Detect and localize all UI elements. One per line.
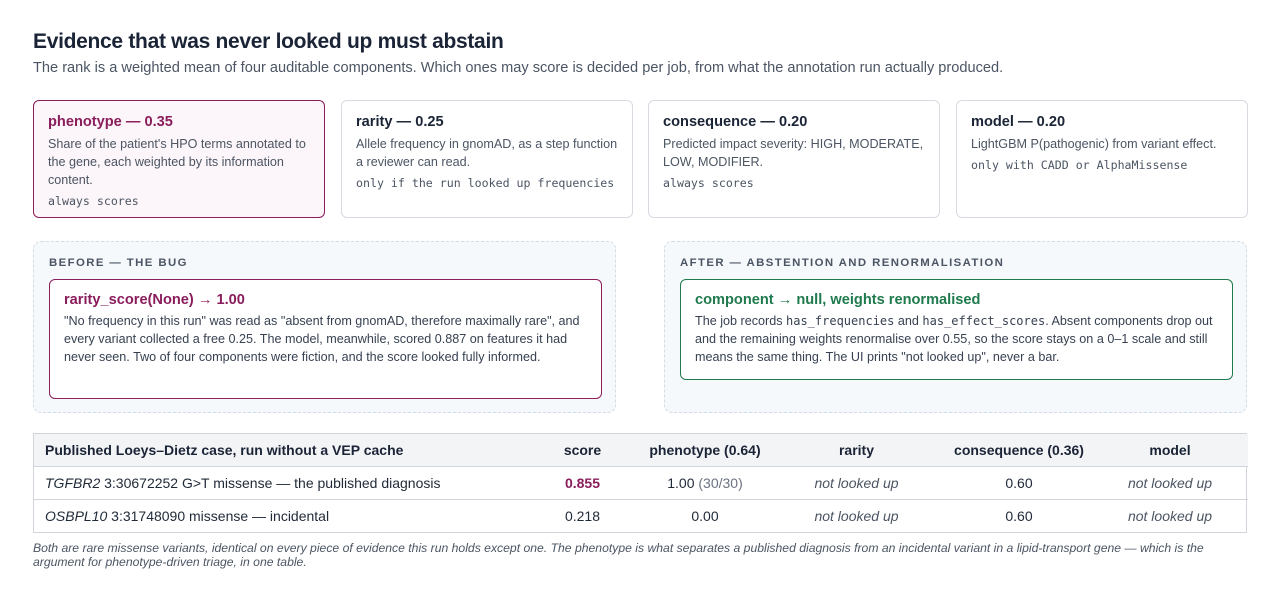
after-panel: AFTER — ABSTENTION AND RENORMALISATION c…: [664, 241, 1247, 413]
column-header-consequence: consequence (0.36): [954, 441, 1084, 458]
code-has-frequencies: has_frequencies: [786, 314, 895, 328]
after-text-part: . Absent components drop out and the rem…: [695, 314, 1213, 364]
consequence-cell: 0.60: [1005, 474, 1033, 491]
phenotype-detail: (30/30): [694, 474, 743, 491]
variant-cell: OSBPL10 3:31748090 missense — incidental: [34, 499, 522, 532]
code-has-effect-scores: has_effect_scores: [922, 314, 1046, 328]
component-title: model — 0.20: [971, 114, 1066, 130]
component-scoring-rule: only with CADD or AlphaMissense: [971, 158, 1188, 172]
after-text-part: The job records: [695, 314, 786, 328]
page-title: Evidence that was never looked up must a…: [33, 30, 504, 53]
rarity-cell: not looked up: [814, 474, 899, 491]
model-cell: not looked up: [1127, 507, 1213, 524]
consequence-cell: 0.60: [1005, 507, 1033, 524]
after-title: component → null, weights renormalised: [695, 292, 981, 308]
model-cell: not looked up: [1127, 474, 1213, 491]
column-header-phenotype: phenotype (0.64): [649, 441, 761, 458]
component-scoring-rule: always scores: [663, 176, 754, 190]
phenotype-cell: 1.00 (30/30): [643, 466, 767, 499]
component-description: Predicted impact severity: HIGH, MODERAT…: [663, 137, 924, 169]
before-panel: BEFORE — THE BUG rarity_score(None) → 1.…: [33, 241, 616, 413]
gene-name: OSBPL10: [45, 507, 108, 524]
variant-cell: TGFBR2 3:30672252 G>T missense — the pub…: [34, 466, 522, 499]
before-title: rarity_score(None) → 1.00: [64, 292, 245, 308]
after-fix-box: component → null, weights renormalised T…: [680, 279, 1233, 380]
score-cell: 0.218: [564, 507, 601, 524]
page-subtitle: The rank is a weighted mean of four audi…: [33, 60, 1004, 76]
component-card-rarity: rarity — 0.25 Allele frequency in gnomAD…: [341, 100, 633, 218]
column-header-score: score: [563, 441, 602, 458]
component-description: Share of the patient's HPO terms annotat…: [48, 137, 306, 187]
case-comparison-table: Published Loeys–Dietz case, run without …: [33, 433, 1248, 533]
variant-description: 3:31748090 missense — incidental: [107, 507, 330, 524]
component-card-model: model — 0.20 LightGBM P(pathogenic) from…: [956, 100, 1248, 218]
after-text: The job records has_frequencies and has_…: [695, 312, 1218, 366]
before-label: BEFORE — THE BUG: [49, 257, 188, 269]
component-description: LightGBM P(pathogenic) from variant effe…: [971, 137, 1217, 151]
phenotype-value: 1.00: [667, 474, 695, 491]
after-text-part: and: [894, 314, 923, 328]
phenotype-cell: 0.00: [643, 499, 767, 532]
component-card-phenotype: phenotype — 0.35 Share of the patient's …: [33, 100, 325, 218]
rarity-cell: not looked up: [814, 507, 899, 524]
gene-name: TGFBR2: [45, 474, 101, 491]
component-title: consequence — 0.20: [663, 114, 808, 130]
table-row: OSBPL10 3:31748090 missense — incidental…: [34, 499, 1248, 532]
column-header-case: Published Loeys–Dietz case, run without …: [45, 441, 404, 458]
variant-description: 3:30672252 G>T missense — the published …: [100, 474, 441, 491]
score-cell: 0.855: [564, 474, 601, 491]
column-header-rarity: rarity: [838, 441, 875, 458]
column-header-model: model: [1149, 441, 1191, 458]
component-description: Allele frequency in gnomAD, as a step fu…: [356, 137, 618, 169]
before-text: "No frequency in this run" was read as "…: [64, 314, 580, 364]
table-row: TGFBR2 3:30672252 G>T missense — the pub…: [34, 466, 1248, 499]
component-title: rarity — 0.25: [356, 114, 444, 130]
before-bug-box: rarity_score(None) → 1.00 "No frequency …: [49, 279, 602, 399]
component-scoring-rule: only if the run looked up frequencies: [356, 176, 615, 190]
after-label: AFTER — ABSTENTION AND RENORMALISATION: [680, 257, 1005, 269]
table-header-row: Published Loeys–Dietz case, run without …: [34, 434, 1248, 466]
phenotype-value: 0.00: [691, 507, 719, 524]
component-title: phenotype — 0.35: [48, 114, 173, 130]
component-scoring-rule: always scores: [48, 194, 139, 208]
component-card-consequence: consequence — 0.20 Predicted impact seve…: [648, 100, 940, 218]
footnote: Both are rare missense variants, identic…: [33, 541, 1204, 569]
